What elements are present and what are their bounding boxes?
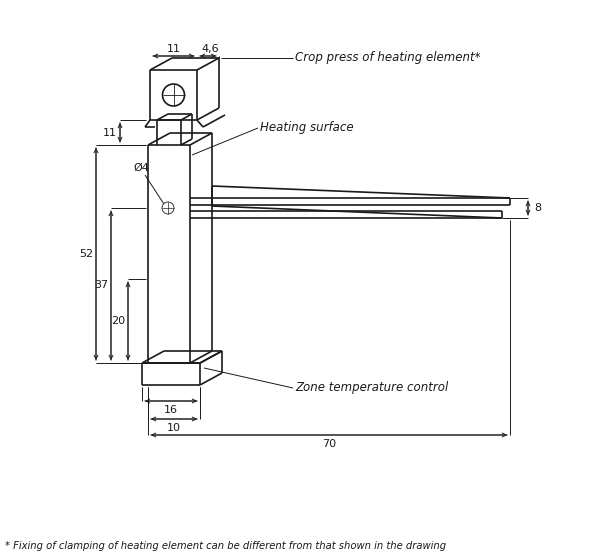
Text: 20: 20 bbox=[111, 316, 125, 326]
Text: 52: 52 bbox=[79, 249, 93, 259]
Text: Crop press of heating element*: Crop press of heating element* bbox=[295, 51, 481, 64]
Text: Zone temperature control: Zone temperature control bbox=[295, 381, 448, 395]
Text: 4,6: 4,6 bbox=[201, 44, 219, 54]
Text: 11: 11 bbox=[103, 127, 117, 138]
Text: 11: 11 bbox=[167, 44, 181, 54]
Text: 70: 70 bbox=[322, 439, 336, 449]
Text: Ø4: Ø4 bbox=[133, 163, 149, 173]
Text: 16: 16 bbox=[164, 405, 178, 415]
Text: 8: 8 bbox=[535, 203, 542, 213]
Text: 37: 37 bbox=[94, 281, 108, 291]
Text: 10: 10 bbox=[167, 423, 181, 433]
Text: * Fixing of clamping of heating element can be different from that shown in the : * Fixing of clamping of heating element … bbox=[5, 541, 446, 551]
Text: Heating surface: Heating surface bbox=[260, 121, 353, 135]
